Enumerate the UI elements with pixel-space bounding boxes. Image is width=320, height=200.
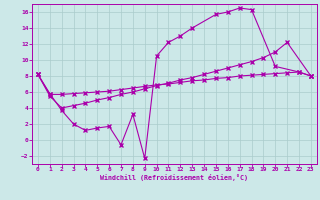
X-axis label: Windchill (Refroidissement éolien,°C): Windchill (Refroidissement éolien,°C): [100, 174, 248, 181]
